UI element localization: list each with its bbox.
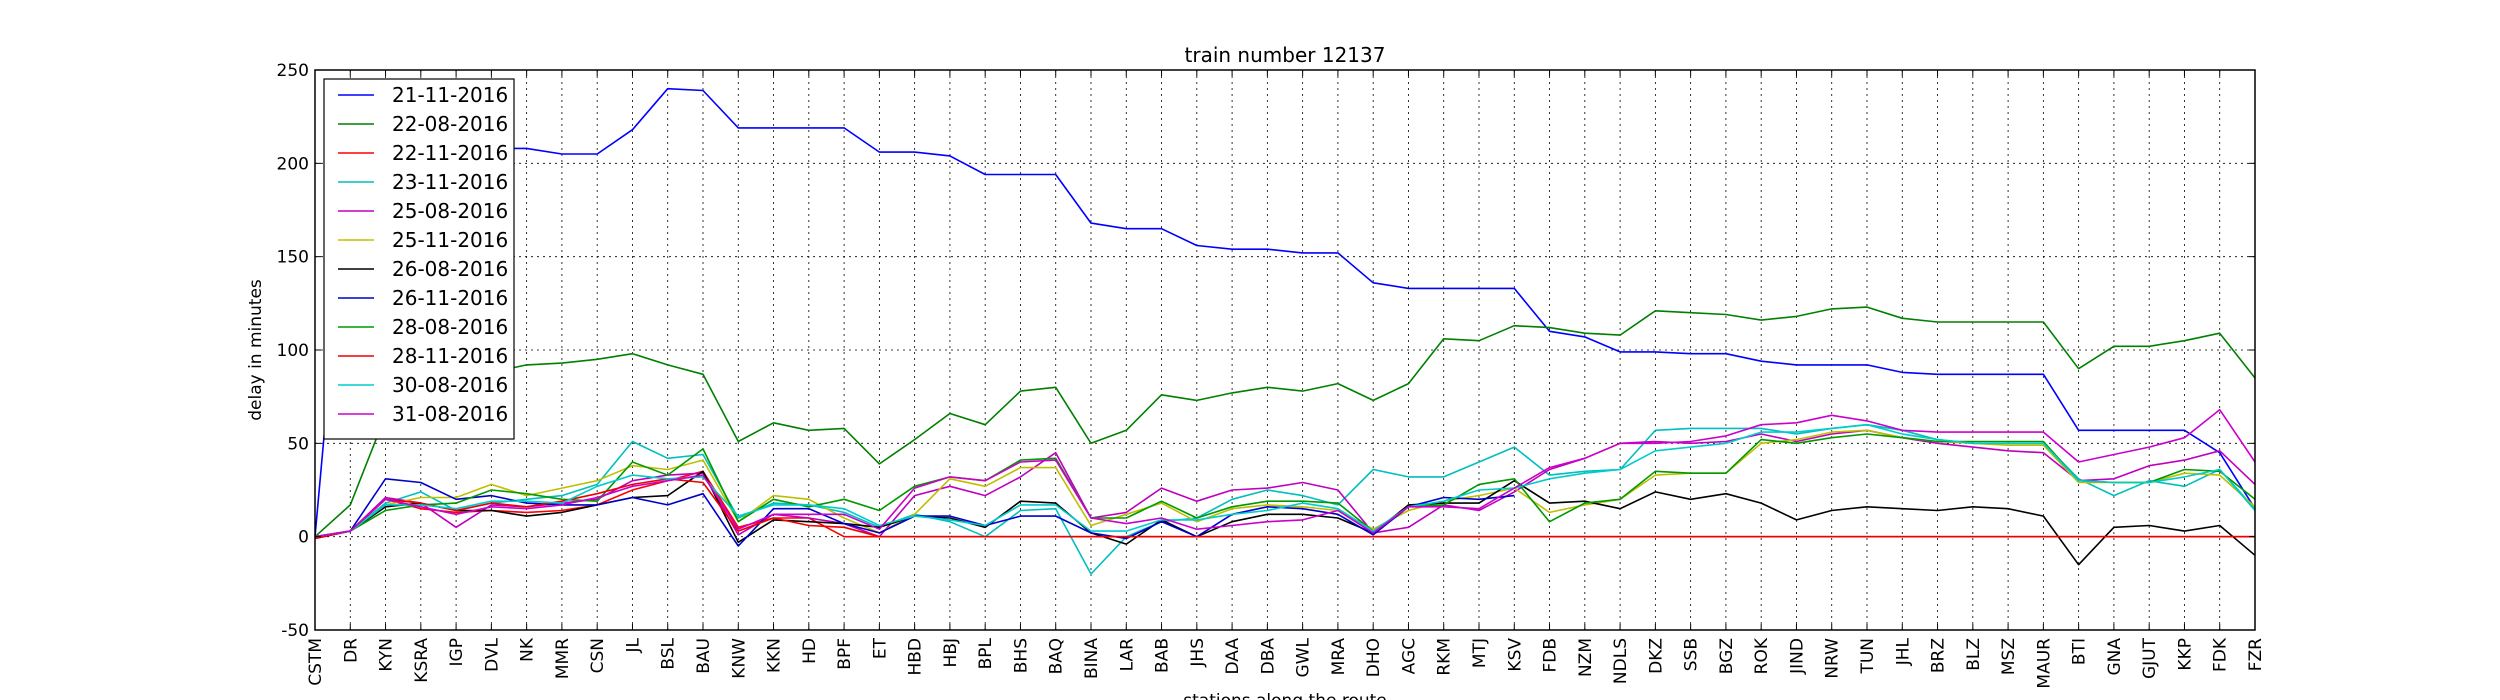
legend-entry: 31-08-2016 xyxy=(392,402,508,426)
y-tick-label: 0 xyxy=(298,528,309,548)
x-tick-label: RKM xyxy=(1435,638,1455,676)
x-tick-label: BPF xyxy=(835,638,855,670)
series-line-31-08-2016 xyxy=(314,408,2256,538)
x-axis-title: stations along the route xyxy=(1183,691,1387,700)
x-tick-label: ET xyxy=(870,637,890,659)
y-tick-label: 150 xyxy=(277,248,309,268)
x-tick-label: BINA xyxy=(1082,638,1102,679)
series-line-25-08-2016 xyxy=(314,429,2256,538)
x-tick-label: JHS xyxy=(1188,638,1208,668)
axis-ticks: CSTM DR KYN KSRA IGP DVL NK MMR CSN JL BSL BAU KNW KK… xyxy=(277,61,2266,689)
chart-title: train number 12137 xyxy=(1185,43,1386,67)
x-tick-label: DAA xyxy=(1223,638,1243,675)
x-tick-label: SSB xyxy=(1682,638,1702,671)
y-tick-label: 200 xyxy=(277,154,309,174)
x-tick-label: KSRA xyxy=(412,638,432,683)
x-tick-label: BAU xyxy=(694,638,714,674)
x-tick-label: HD xyxy=(800,638,820,664)
x-tick-label: BGZ xyxy=(1717,638,1737,674)
x-tick-label: FDK xyxy=(2211,637,2231,672)
x-tick-label: DBA xyxy=(1258,638,1278,675)
x-tick-label: KNW xyxy=(729,638,749,679)
y-tick-label: 50 xyxy=(287,434,309,454)
legend-entry: 30-08-2016 xyxy=(392,373,508,397)
x-tick-label: HBJ xyxy=(941,638,961,667)
series-lines xyxy=(314,87,2256,575)
series-line-26-08-2016 xyxy=(314,470,2256,566)
x-tick-label: CSTM xyxy=(306,638,326,686)
series-line-28-08-2016 xyxy=(314,433,2256,538)
y-axis-title: delay in minutes xyxy=(246,279,266,421)
x-tick-label: JIND xyxy=(1787,638,1807,675)
x-tick-label: FZR xyxy=(2246,638,2266,671)
x-tick-label: NDLS xyxy=(1611,638,1631,684)
x-tick-label: JL xyxy=(623,637,643,653)
legend-entry: 26-08-2016 xyxy=(392,257,508,281)
x-tick-label: GJUT xyxy=(2140,637,2160,679)
x-tick-label: BTI xyxy=(2070,638,2090,665)
y-tick-label: 250 xyxy=(277,61,309,81)
y-tick-label: -50 xyxy=(281,621,309,641)
legend-entry: 22-08-2016 xyxy=(392,112,508,136)
x-tick-label: DHO xyxy=(1364,638,1384,677)
x-tick-label: ROK xyxy=(1752,637,1772,674)
x-tick-label: KKN xyxy=(765,638,785,673)
series-line-30-08-2016 xyxy=(314,423,2256,538)
y-tick-label: 100 xyxy=(277,341,309,361)
x-tick-label: DVL xyxy=(482,637,502,671)
x-tick-label: CSN xyxy=(588,638,608,673)
legend-entry: 23-11-2016 xyxy=(392,170,508,194)
x-tick-label: BAB xyxy=(1153,638,1173,673)
legend-entry: 21-11-2016 xyxy=(392,83,508,107)
legend-entry: 28-08-2016 xyxy=(392,315,508,339)
x-tick-label: BPL xyxy=(976,637,996,669)
legend: 21-11-2016 22-08-2016 22-11-2016 23-11-2016… xyxy=(323,78,515,440)
x-tick-label: TUN xyxy=(1858,638,1878,675)
x-tick-label: BHS xyxy=(1011,638,1031,673)
x-tick-label: NK xyxy=(518,637,538,662)
legend-box xyxy=(323,78,515,440)
x-tick-label: BSL xyxy=(659,637,679,669)
x-tick-label: MMR xyxy=(553,638,573,679)
x-tick-label: HBD xyxy=(906,638,926,676)
legend-entry: 25-11-2016 xyxy=(392,228,508,252)
x-tick-label: AGC xyxy=(1399,638,1419,674)
x-tick-label: MSZ xyxy=(1999,638,2019,675)
x-tick-label: DKZ xyxy=(1646,638,1666,674)
x-tick-label: LAR xyxy=(1117,638,1137,671)
x-tick-label: DR xyxy=(341,638,361,663)
x-tick-label: BLZ xyxy=(1964,638,1984,671)
x-tick-label: NRW xyxy=(1823,638,1843,679)
x-tick-label: MAUR xyxy=(2034,638,2054,689)
x-tick-label: GNA xyxy=(2105,638,2125,676)
x-tick-label: IGP xyxy=(447,638,467,666)
x-tick-label: GWL xyxy=(1294,637,1314,677)
x-tick-label: KKP xyxy=(2175,638,2195,671)
legend-entry: 22-11-2016 xyxy=(392,141,508,165)
legend-entry: 25-08-2016 xyxy=(392,199,508,223)
x-tick-label: KYN xyxy=(377,638,397,672)
x-tick-label: BAQ xyxy=(1047,638,1067,674)
x-tick-label: FDB xyxy=(1541,638,1561,673)
x-tick-label: NZM xyxy=(1576,638,1596,677)
x-tick-label: BRZ xyxy=(1929,638,1949,673)
series-line-28-11-2016 xyxy=(314,477,2255,540)
series-line-21-11-2016 xyxy=(314,87,2256,537)
x-tick-label: MTJ xyxy=(1470,638,1490,668)
series-line-22-08-2016 xyxy=(314,306,2256,538)
legend-entry: 28-11-2016 xyxy=(392,344,508,368)
legend-entry: 26-11-2016 xyxy=(392,286,508,310)
x-tick-label: KSV xyxy=(1505,638,1525,672)
x-tick-label: MRA xyxy=(1329,638,1349,676)
x-tick-label: JHL xyxy=(1893,637,1913,666)
